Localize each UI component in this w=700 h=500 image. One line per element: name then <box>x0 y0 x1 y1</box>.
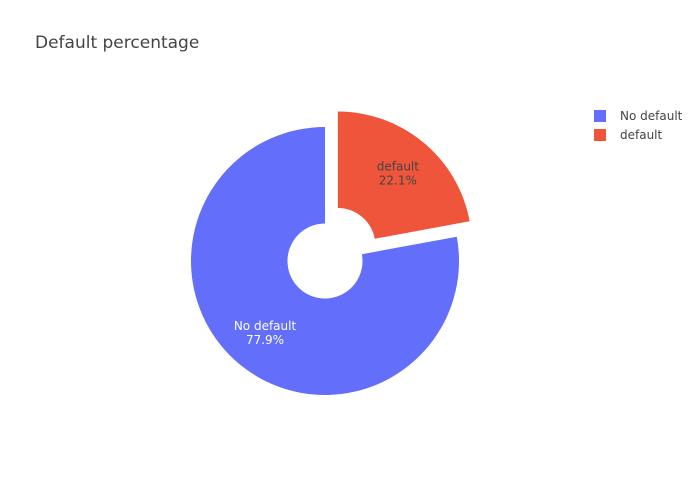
slice-default[interactable] <box>337 111 470 239</box>
slice-no-default[interactable] <box>191 127 459 395</box>
chart-title: Default percentage <box>35 33 200 53</box>
slice-label-default: default 22.1% <box>377 159 420 187</box>
legend-swatch-no-default <box>594 109 606 122</box>
legend: No default default <box>594 106 682 144</box>
legend-swatch-default <box>594 128 606 141</box>
legend-label-default: default <box>620 127 663 142</box>
legend-label-no-default: No default <box>620 108 683 123</box>
legend-item-default[interactable]: default <box>594 125 682 144</box>
slice-label-no-default: No default 77.9% <box>234 319 297 347</box>
legend-item-no-default[interactable]: No default <box>594 106 682 125</box>
